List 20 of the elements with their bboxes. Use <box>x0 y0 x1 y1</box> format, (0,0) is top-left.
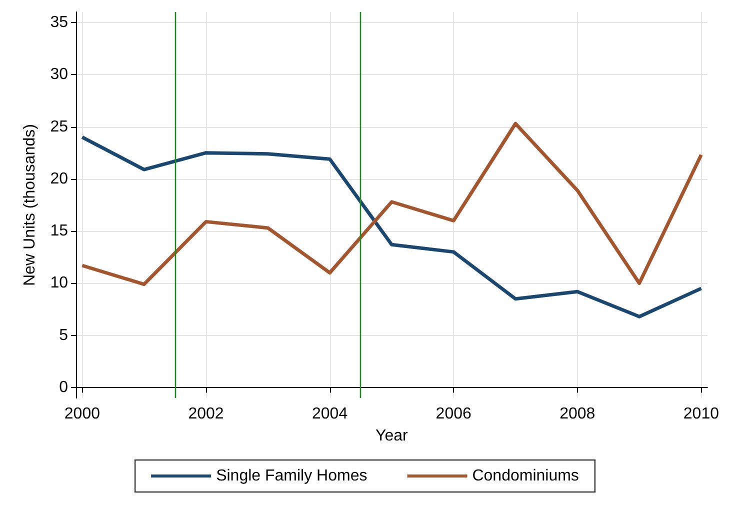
x-tick-label: 2010 <box>683 406 720 422</box>
y-tick-label: 15 <box>50 222 68 240</box>
x-tick-label: 2002 <box>188 406 224 422</box>
y-tick-label: 5 <box>59 326 68 344</box>
y-tick-label: 35 <box>50 14 68 31</box>
y-tick-label: 20 <box>50 170 68 188</box>
x-tick-label: 2000 <box>64 406 100 422</box>
line-series <box>80 135 703 318</box>
y-tick-label: 30 <box>50 66 68 84</box>
y-tick-label: 10 <box>50 274 68 292</box>
y-tick-label: 0 <box>59 379 68 396</box>
x-tick-label: 2008 <box>560 406 596 422</box>
x-tick-label: 2004 <box>312 406 348 422</box>
legend-label: Condominiums <box>472 468 579 484</box>
y-axis-title: New Units (thousands) <box>22 124 38 286</box>
x-axis-title: Year <box>376 428 409 444</box>
line-series <box>80 122 703 286</box>
y-tick-label: 25 <box>50 118 68 136</box>
x-tick-label: 2006 <box>436 406 472 422</box>
legend-label: Single Family Homes <box>216 468 368 484</box>
